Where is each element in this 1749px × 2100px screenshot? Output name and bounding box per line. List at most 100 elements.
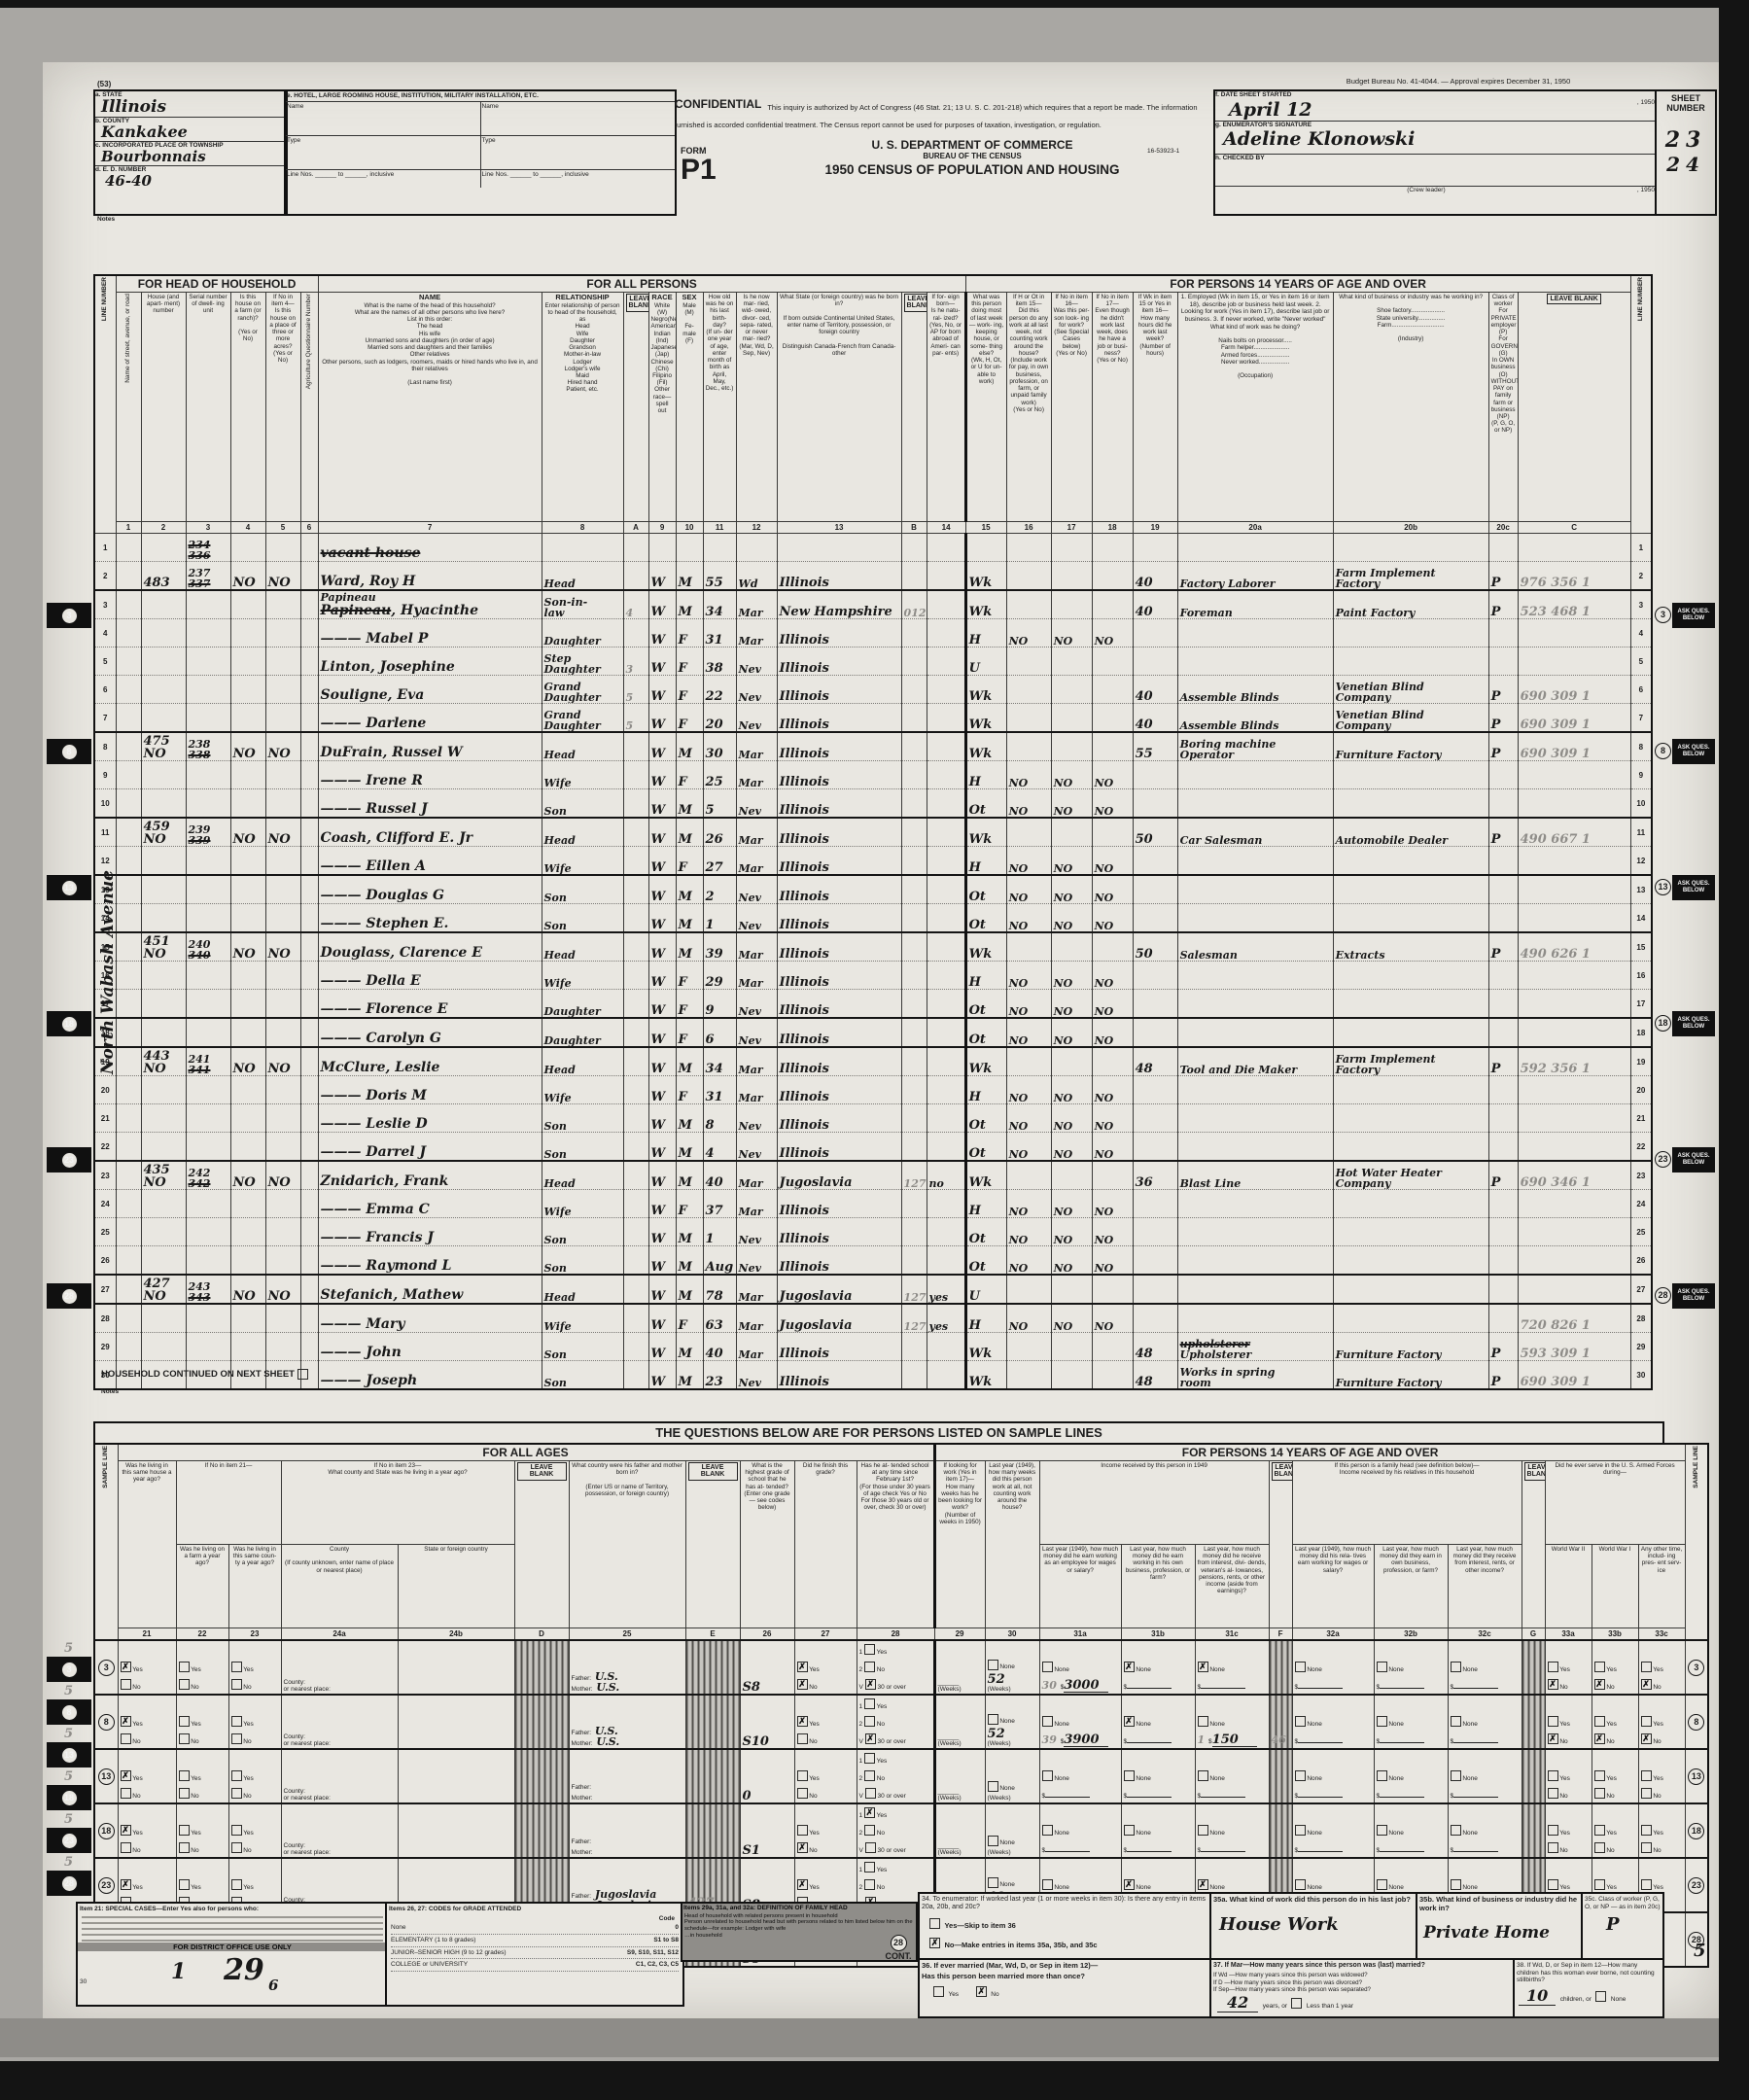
sublabel-row: Was he living on a farm a year ago? Was h… xyxy=(94,1544,1708,1628)
cell-has-job: NO xyxy=(1091,1132,1134,1162)
cell-birthplace: Illinois xyxy=(776,1132,902,1162)
name-line: ——— Florence E xyxy=(321,1001,540,1017)
cell-line-number-right: 24 xyxy=(1629,1189,1653,1218)
checkbox-with-label: No xyxy=(120,1785,141,1802)
desc-head-sex: SEX xyxy=(682,293,697,301)
checkbox-label: No xyxy=(807,1684,818,1691)
cell-age: 25 xyxy=(702,760,737,789)
line-number-vertical: LINE NUMBER xyxy=(1637,277,1645,322)
margin-pencil-mark: 5 xyxy=(64,1684,74,1698)
cell-relationship: Step Daughter xyxy=(541,647,624,676)
cell-leave-blank-b xyxy=(900,760,927,789)
checkbox xyxy=(230,1770,242,1782)
cell-worked: NO xyxy=(1005,989,1052,1019)
desc-name: NAME What is the name of the head of this… xyxy=(317,292,542,522)
place-value: Bourbonnais xyxy=(101,147,206,165)
desc-text-age: How old was he on his last birth- day? (… xyxy=(705,294,734,393)
cell-house: 435 NO xyxy=(140,1160,187,1190)
cell-parents: Father: Mother: xyxy=(568,1802,686,1859)
cell-looking: NO xyxy=(1050,1303,1093,1333)
cell-code xyxy=(1517,1103,1631,1133)
cell-leave-blank-b xyxy=(900,731,927,761)
cell-age: 38 xyxy=(702,647,737,676)
cell-naturalized xyxy=(926,1132,966,1162)
q37-less-checkbox xyxy=(1291,1998,1303,2010)
cell-relationship: Son xyxy=(541,1132,624,1162)
checkbox-label: None xyxy=(1305,1721,1322,1728)
checkbox-label: None xyxy=(1052,1775,1069,1782)
cell-marital: Mar xyxy=(735,846,778,876)
cell-line-number-right: 6 xyxy=(1629,675,1653,704)
checkbox-label: None xyxy=(1460,1884,1478,1891)
cell-street xyxy=(115,1046,142,1076)
sample-line-circled: 3 xyxy=(60,607,78,624)
amount xyxy=(1298,1688,1344,1689)
cell-has-job: NO xyxy=(1091,1103,1134,1133)
cell-occupation xyxy=(1176,1217,1334,1246)
cell-line-number-right: 12 xyxy=(1629,846,1653,876)
desc-colE: LEAVE BLANK xyxy=(684,1460,741,1628)
cell-family-other: None$ xyxy=(1447,1639,1522,1696)
name-text: Russel J xyxy=(366,801,428,817)
cell-farm: NO xyxy=(229,1160,266,1190)
cell-state xyxy=(397,1802,515,1859)
masthead: U. S. DEPARTMENT OF COMMERCE BUREAU OF T… xyxy=(797,138,1147,177)
ditto-dash: ——— xyxy=(320,1031,367,1046)
cell-leave-blank-b xyxy=(900,989,927,1019)
county-preprint: County: xyxy=(283,1732,305,1740)
checkbox-with-label: Yes xyxy=(178,1713,201,1730)
cell-acres xyxy=(264,1132,301,1162)
cell-q28: 1 Yes 2 No V 30 or over xyxy=(856,1748,935,1804)
cell-looking xyxy=(1050,1274,1093,1305)
cell-code xyxy=(1517,903,1631,933)
desc-colC: LEAVE BLANK xyxy=(1517,292,1631,522)
cell-leave-blank-e xyxy=(684,1639,741,1696)
cell-looking: NO xyxy=(1050,1103,1093,1133)
checkbox xyxy=(178,1788,190,1800)
q34-no-checkbox: ✗ xyxy=(929,1937,940,1948)
checkbox xyxy=(1294,1770,1306,1782)
desc-sex: SEX Male (M) Fe- male (F) xyxy=(675,292,704,522)
checkbox xyxy=(796,1825,808,1837)
father-line: Father: xyxy=(572,1780,683,1792)
cell-code xyxy=(1517,1189,1631,1218)
cell-has-job xyxy=(1091,1046,1134,1076)
checkbox-with-label: Yes xyxy=(230,1713,254,1730)
cell-ww1: Yes No xyxy=(1591,1748,1639,1804)
sample-line-tag-left: 28 xyxy=(47,1283,91,1309)
cell-leave-blank-g xyxy=(1521,1639,1546,1696)
name-line: Linton, Josephine xyxy=(321,659,540,675)
cell-hours: 48 xyxy=(1132,1332,1178,1361)
mother-label: Mother: xyxy=(571,1795,593,1802)
cell-marital: Nev xyxy=(735,903,778,933)
cell-acres: NO xyxy=(264,817,301,847)
checkbox-with-label: Yes xyxy=(863,1697,887,1712)
checkbox-label: No xyxy=(1557,1847,1568,1854)
checkbox-label: None xyxy=(1460,1666,1478,1673)
cell-marital: Nev xyxy=(735,675,778,704)
checkbox-label: Yes xyxy=(1557,1666,1570,1673)
cell-name: ——— Mary xyxy=(317,1303,542,1333)
cell-race: W xyxy=(647,1075,677,1104)
cell-house xyxy=(140,647,187,676)
ask-questions-tag: ASK QUES. BELOW xyxy=(1672,739,1715,764)
cell-leave-blank-a xyxy=(622,760,649,789)
county-preprint: County: xyxy=(283,1841,305,1849)
cell-looking: NO xyxy=(1050,989,1093,1019)
desc-if21: If No in item 21— xyxy=(175,1460,282,1545)
cell-code xyxy=(1517,618,1631,648)
name-text: Stefanich, Mathew xyxy=(320,1287,464,1303)
cell-industry: Automobile Dealer xyxy=(1332,817,1489,847)
desc-relationship: RELATIONSHIP Enter relationship of person… xyxy=(541,292,624,522)
sample-row: 18 ✗ Yes No Yes No Yes No County: or neares… xyxy=(93,1802,1709,1859)
state-label: a. STATE xyxy=(95,91,122,98)
checkbox-with-label: Yes xyxy=(1640,1659,1663,1675)
serial-old: 339 xyxy=(188,834,211,847)
cell-agq xyxy=(299,989,319,1019)
cell-line-number-right: 22 xyxy=(1629,1132,1653,1162)
cell-agq xyxy=(299,1245,319,1276)
cell-age: 5 xyxy=(702,788,737,819)
cell-relationship: Son xyxy=(541,1217,624,1246)
checkbox-label: None xyxy=(1134,1830,1151,1837)
